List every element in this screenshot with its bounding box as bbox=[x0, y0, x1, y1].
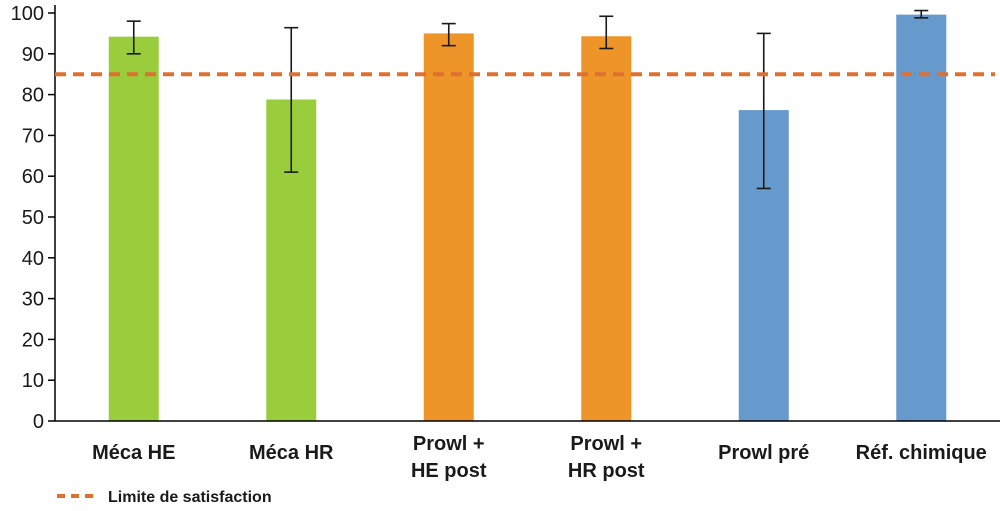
x-tick-label-0-0: Méca HE bbox=[92, 442, 175, 464]
x-tick-label-4-0: Prowl pré bbox=[718, 442, 809, 464]
bars bbox=[108, 14, 947, 422]
x-tick-label-1-0: Méca HR bbox=[249, 442, 334, 464]
y-tick-label-100: 100 bbox=[11, 3, 44, 25]
y-tick-label-10: 10 bbox=[22, 370, 44, 392]
x-tick-label-3-1: HR post bbox=[568, 460, 645, 482]
y-tick-label-30: 30 bbox=[22, 289, 44, 311]
bar-0 bbox=[108, 36, 159, 421]
x-axis: Méca HE Méca HR Prowl + HE post Prowl + HR po… bbox=[55, 420, 1000, 482]
y-tick-label-90: 90 bbox=[22, 44, 44, 66]
bar-3 bbox=[581, 36, 632, 421]
y-tick-label-0: 0 bbox=[33, 411, 44, 433]
legend: Limite de satisfaction bbox=[57, 489, 272, 506]
y-tick-label-80: 80 bbox=[22, 85, 44, 107]
x-tick-label-2-1: HE post bbox=[411, 460, 487, 482]
x-tick-label-2-0: Prowl + bbox=[413, 433, 485, 455]
x-tick-label-3-0: Prowl + bbox=[570, 433, 642, 455]
error-bars bbox=[126, 9, 929, 190]
y-tick-label-40: 40 bbox=[22, 248, 44, 270]
x-tick-label-5-0: Réf. chimique bbox=[856, 442, 987, 464]
bar-5 bbox=[896, 14, 947, 422]
y-tick-label-50: 50 bbox=[22, 207, 44, 229]
y-tick-label-60: 60 bbox=[22, 166, 44, 188]
legend-label-threshold: Limite de satisfaction bbox=[108, 489, 272, 506]
y-tick-label-20: 20 bbox=[22, 329, 44, 351]
y-tick-label-70: 70 bbox=[22, 125, 44, 147]
y-axis: 0 10 20 30 40 50 60 70 80 90 100 bbox=[11, 3, 56, 433]
bar-2 bbox=[423, 33, 474, 422]
